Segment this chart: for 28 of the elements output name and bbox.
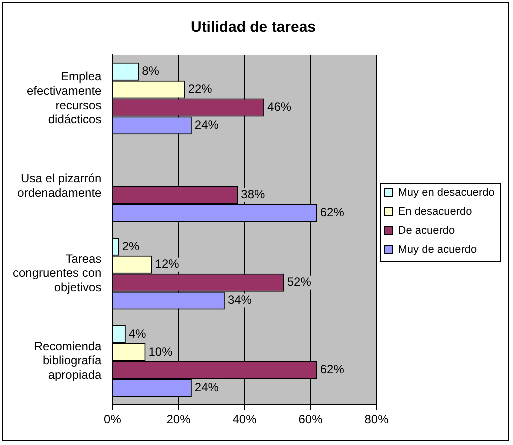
x-tick-label: 40% xyxy=(232,412,258,427)
data-label: 4% xyxy=(128,326,147,341)
data-label: 22% xyxy=(188,82,213,96)
x-tick-label: 80% xyxy=(364,412,390,427)
y-tick-label: Emplea efectivamente recursos didácticos xyxy=(27,69,102,127)
data-label: 2% xyxy=(122,239,140,254)
data-label: 24% xyxy=(194,380,220,395)
legend-label: Muy en desacuerdo xyxy=(398,187,495,200)
y-tick-label: Tareas congruentes con objetivos xyxy=(12,252,102,295)
data-label: 8% xyxy=(142,64,160,78)
chart-title: Utilidad de tareas xyxy=(190,19,316,36)
x-tick-label: 0% xyxy=(104,412,122,427)
data-label: 38% xyxy=(241,188,266,202)
data-label: 10% xyxy=(148,344,174,359)
data-label: 46% xyxy=(268,100,292,114)
legend-label: Muy de acuerdo xyxy=(398,244,478,256)
x-tick-label: 20% xyxy=(166,412,192,427)
legend-label: De acuerdo xyxy=(398,225,456,238)
data-label: 52% xyxy=(287,275,312,290)
legend-label: En desacuerdo xyxy=(398,206,472,218)
x-tick-label: 60% xyxy=(298,412,324,427)
data-label: 24% xyxy=(194,118,220,132)
data-label: 12% xyxy=(155,257,180,272)
data-label: 62% xyxy=(320,206,345,220)
data-label: 62% xyxy=(320,362,345,377)
y-tick-label: Usa el pizarrón ordenadamente xyxy=(18,171,102,200)
y-tick-label: Recomienda bibliografía apropiada xyxy=(34,339,102,382)
data-label: 34% xyxy=(228,293,252,308)
